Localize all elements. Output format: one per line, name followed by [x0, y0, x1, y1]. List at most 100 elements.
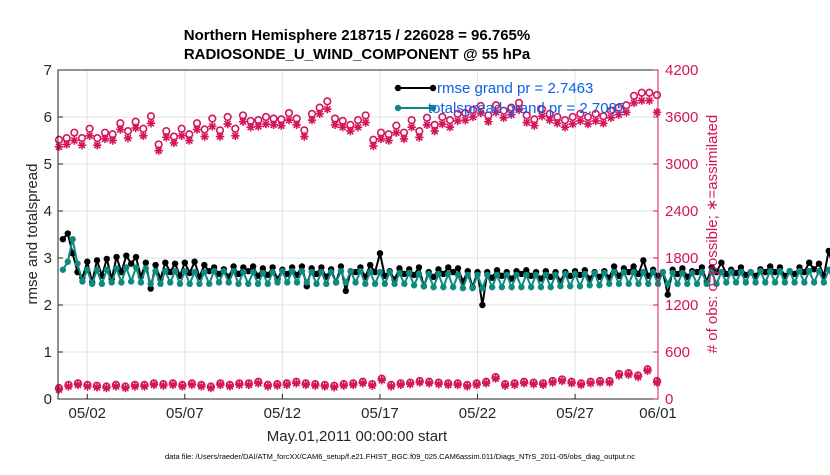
totalspread-point	[79, 278, 86, 285]
obs_assimilated-marker	[614, 110, 623, 119]
rmse-point	[415, 264, 423, 271]
obs_low_assimilated-marker-stroke	[539, 381, 547, 389]
obs_assimilated-marker	[522, 118, 531, 127]
obs_low_assimilated-marker-stroke	[349, 381, 357, 389]
obs_possible-marker	[77, 134, 87, 143]
totalspread-point	[284, 279, 291, 286]
totalspread-point	[162, 267, 169, 275]
obs_assimilated-marker-stroke	[592, 117, 600, 125]
totalspread-point	[118, 279, 125, 286]
totalspread-point	[796, 267, 803, 275]
rmse-point	[630, 263, 637, 270]
totalspread-point	[206, 280, 213, 288]
y-tick-label-right: 0	[665, 391, 673, 408]
obs_assimilated-marker	[93, 141, 102, 150]
legend-rmse-label: rmse grand pr = 2.7463	[437, 80, 593, 97]
obs_assimilated-marker-stroke	[193, 125, 201, 134]
obs_assimilated-marker	[169, 138, 179, 148]
obs_low_assimilated-marker-stroke	[226, 382, 234, 391]
obs_possible-marker	[70, 128, 79, 137]
x-tick-label: 05/17	[361, 405, 399, 422]
obs_assimilated-marker-stroke	[431, 127, 439, 135]
totalspread-point	[635, 280, 642, 288]
totalspread-point	[537, 283, 545, 291]
totalspread-point	[386, 268, 393, 276]
totalspread-point	[645, 280, 652, 288]
rmse-point	[479, 301, 486, 309]
totalspread-point	[557, 283, 564, 290]
totalspread-point	[723, 279, 730, 286]
rmse-point	[698, 264, 706, 271]
obs_low_assimilated-marker	[73, 380, 83, 390]
rmse-point	[166, 268, 174, 276]
obs_assimilated-marker-stroke	[530, 122, 538, 130]
series-obs_possible	[54, 88, 662, 149]
rmse-point	[440, 270, 447, 278]
totalspread-point	[527, 283, 535, 291]
obs_assimilated-marker-stroke	[653, 108, 661, 116]
obs_low_assimilated-marker-stroke	[292, 379, 300, 387]
obs_possible-marker	[284, 108, 294, 118]
obs_assimilated-marker	[353, 122, 363, 132]
obs_low_assimilated-marker	[339, 381, 348, 390]
obs_assimilated-marker	[622, 108, 631, 117]
obs_assimilated-marker-stroke	[454, 117, 462, 125]
totalspread-point	[142, 265, 150, 272]
obs_low_assimilated-marker	[330, 383, 339, 392]
obs_low_assimilated-marker-stroke	[444, 381, 452, 389]
obs_low_assimilated-marker-stroke	[64, 382, 73, 391]
obs_assimilated-marker	[399, 134, 409, 144]
obs_assimilated-marker-stroke	[270, 121, 278, 129]
obs_low_assimilated-marker-stroke	[254, 379, 262, 387]
obs_assimilated-marker-stroke	[300, 132, 308, 141]
totalspread-point	[762, 279, 769, 286]
totalspread-point	[220, 267, 228, 275]
obs_assimilated-marker-stroke	[55, 143, 63, 151]
x-tick-label: 05/27	[556, 405, 594, 422]
rmse-point	[410, 271, 418, 279]
totalspread-point	[591, 269, 598, 277]
obs_low_assimilated-marker	[614, 371, 624, 380]
series-obs_assimilated	[54, 96, 662, 155]
obs_assimilated-marker-stroke	[247, 123, 255, 131]
totalspread-point	[235, 280, 242, 288]
obs_assimilated-marker-stroke	[515, 106, 523, 114]
totalspread-point	[801, 279, 808, 286]
totalspread-point	[352, 279, 359, 286]
totalspread-point	[69, 236, 76, 243]
obs_assimilated-marker-stroke	[155, 147, 163, 155]
obs_assimilated-marker	[192, 125, 202, 134]
obs_assimilated-marker	[484, 117, 493, 126]
obs_assimilated-marker	[238, 117, 248, 126]
obs_possible-marker	[645, 88, 654, 97]
obs_assimilated-marker	[476, 108, 485, 118]
obs_low_assimilated-marker	[567, 379, 576, 388]
totalspread-point	[113, 265, 120, 272]
obs_assimilated-marker	[185, 136, 194, 145]
rmse-point	[732, 269, 740, 277]
rmse-point	[215, 270, 223, 278]
obs_assimilated-marker-stroke	[400, 135, 408, 143]
chart-title: Northern Hemisphere 218715 / 226028 = 96…	[184, 27, 530, 44]
totalspread-point	[137, 279, 145, 286]
totalspread-point	[659, 268, 667, 276]
obs_low_assimilated-marker	[216, 380, 225, 390]
obs_assimilated-marker-stroke	[599, 119, 607, 127]
obs_low_assimilated-marker-stroke	[378, 376, 386, 384]
rmse-point	[766, 263, 774, 270]
rmse-point	[449, 268, 457, 276]
rmse-point	[679, 265, 686, 272]
rmse-point	[635, 270, 642, 278]
obs_assimilated-marker-stroke	[576, 117, 584, 125]
obs_low_assimilated-marker-stroke	[368, 382, 376, 390]
totalspread-point	[401, 280, 408, 288]
totalspread-point	[566, 283, 574, 290]
obs_possible-marker	[93, 134, 102, 143]
obs_low_assimilated-marker	[396, 380, 405, 390]
rmse-point	[625, 268, 632, 276]
obs_assimilated-marker	[246, 122, 255, 132]
rmse-point	[264, 271, 271, 279]
totalspread-point	[210, 267, 218, 275]
y-tick-label-left: 7	[44, 62, 52, 79]
